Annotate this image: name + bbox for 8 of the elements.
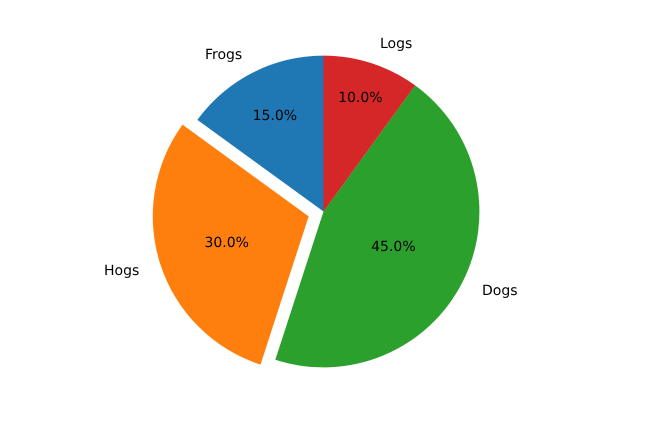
slice-label: Dogs [482,283,518,299]
slice-label: Frogs [205,47,242,63]
slice-label: Hogs [104,263,140,279]
slice-label: Logs [380,36,412,52]
data-label: 15.0% [252,108,298,124]
data-label: 45.0% [371,239,416,256]
data-label: 10.0% [338,90,383,106]
data-label: 30.0% [204,234,249,251]
